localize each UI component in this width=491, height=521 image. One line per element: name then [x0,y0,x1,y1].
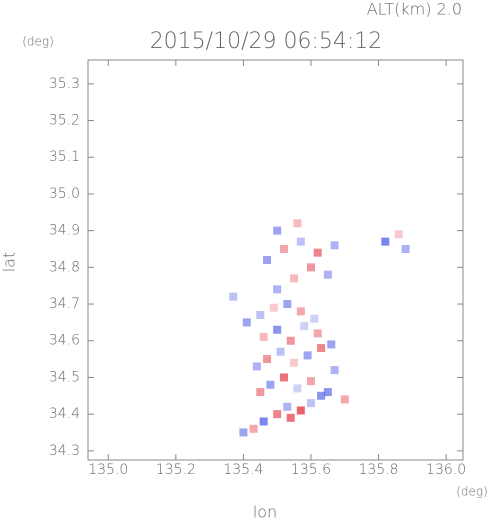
radar-cell [273,410,282,419]
y-tick-label: 35.1 [49,149,80,165]
y-tick-label: 34.4 [49,406,80,422]
radar-cell [310,314,319,323]
radar-cell [296,406,305,415]
x-tick-label: 135.6 [291,462,331,478]
x-unit: (deg) [456,485,488,499]
radar-cell [323,270,332,279]
y-tick-label: 34.3 [49,443,80,459]
x-tick-label: 135.8 [358,462,398,478]
radar-cell [279,244,288,253]
radar-cell [269,303,278,312]
chart-title: 2015/10/29 06:54:12 [150,29,383,54]
x-tick-label: 135.4 [223,462,263,478]
y-tick-label: 34.6 [49,333,80,349]
y-tick-label: 35.2 [49,113,80,129]
radar-cell [239,428,248,437]
y-tick-label: 35.0 [49,186,80,202]
x-tick-label: 135.0 [88,462,128,478]
radar-cell [293,219,302,228]
radar-cell [340,395,349,404]
radar-cell [263,355,272,364]
x-axis-label: lon [253,503,277,521]
y-unit: (deg) [22,35,54,49]
radar-cell [266,380,275,389]
radar-cell [296,307,305,316]
y-tick-label: 34.8 [49,259,80,275]
radar-cell [300,322,309,331]
x-tick-label: 136.0 [426,462,466,478]
radar-cell [317,391,326,400]
radar-cell [256,311,265,320]
radar-cell [306,377,315,386]
y-tick-label: 35.3 [49,76,80,92]
y-tick-label: 34.9 [49,223,80,239]
radar-cell [306,399,315,408]
radar-cell [401,244,410,253]
radar-cell [273,226,282,235]
radar-cell [283,300,292,309]
subtitle: ALT(km) 2.0 [367,0,462,19]
radar-cell [381,237,390,246]
radar-cell [394,230,403,239]
radar-cell [256,388,265,397]
radar-cell [259,417,268,426]
radar-cell [252,362,261,371]
radar-cell [313,248,322,257]
radar-cell [290,274,299,283]
radar-cell [279,373,288,382]
radar-cell [273,325,282,334]
plot-frame [87,59,464,461]
radar-cell [286,413,295,422]
radar-cell [296,237,305,246]
radar-cell [229,292,238,301]
radar-cell [273,285,282,294]
y-axis-label: lat [0,252,19,273]
radar-cell [283,402,292,411]
x-tick-label: 135.2 [156,462,196,478]
radar-cell [249,424,258,433]
y-tick-label: 34.7 [49,296,80,312]
radar-cell [286,336,295,345]
y-tick-label: 34.5 [49,369,80,385]
radar-cell [323,388,332,397]
radar-cell [303,351,312,360]
radar-cell [327,340,336,349]
radar-cell [313,329,322,338]
radar-cell [259,333,268,342]
radar-cell [317,344,326,353]
radar-cell [276,347,285,356]
radar-cell [306,263,315,272]
radar-cell [242,318,251,327]
radar-cell [330,366,339,375]
radar-cell [290,358,299,367]
radar-cell [330,241,339,250]
radar-cell [263,256,272,264]
radar-cell [293,384,302,393]
